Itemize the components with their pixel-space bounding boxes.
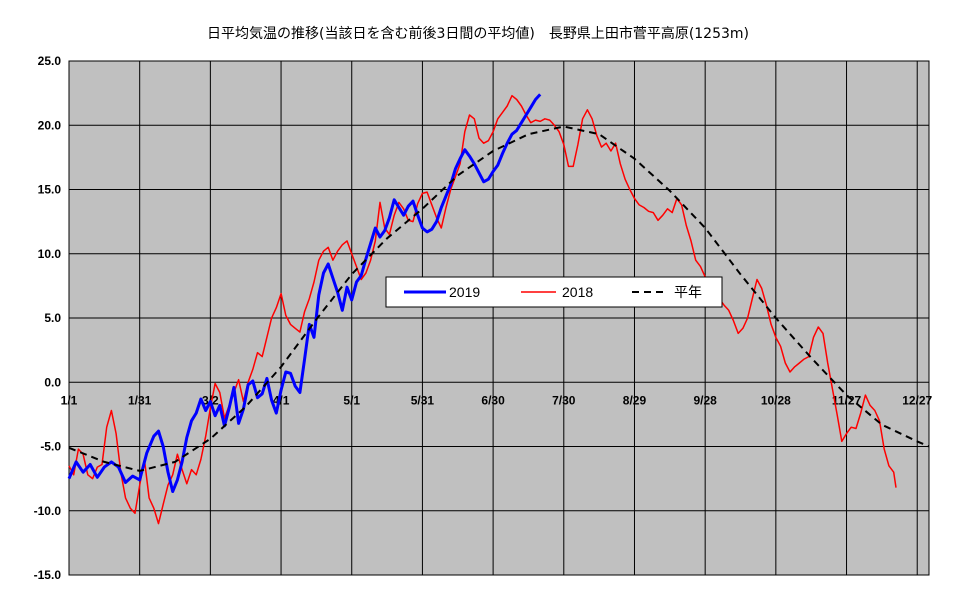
x-tick-label: 5/1 — [343, 393, 360, 407]
y-tick-label: -15.0 — [34, 568, 62, 582]
legend-label-2019: 2019 — [449, 284, 480, 300]
y-tick-label: 15.0 — [38, 183, 62, 197]
x-tick-label: 7/30 — [552, 393, 576, 407]
x-tick-label: 12/27 — [902, 393, 932, 407]
x-tick-label: 1/1 — [61, 393, 78, 407]
x-tick-label: 1/31 — [128, 393, 152, 407]
x-tick-label: 5/31 — [411, 393, 435, 407]
y-tick-label: -10.0 — [34, 504, 62, 518]
legend: 2019 2018 平年 — [385, 276, 723, 308]
chart-title: 日平均気温の推移(当該日を含む前後3日間の平均値) 長野県上田市菅平高原(125… — [207, 25, 749, 42]
legend-label-normal: 平年 — [674, 285, 702, 301]
series-line-1 — [68, 94, 897, 525]
y-tick-label: 0.0 — [44, 375, 61, 389]
x-tick-label: 8/29 — [623, 393, 647, 407]
y-tick-label: 20.0 — [38, 118, 62, 132]
y-tick-label: 10.0 — [38, 247, 62, 261]
series-line-2 — [68, 125, 930, 472]
series-lines — [67, 93, 930, 525]
x-tick-label: 9/28 — [693, 393, 717, 407]
legend-label-2018: 2018 — [562, 284, 593, 300]
y-axis-ticks: 25.0 20.0 15.0 10.0 5.0 0.0 -5.0 -10.0 -15.0 — [34, 54, 62, 582]
series-line-0 — [67, 93, 542, 493]
x-tick-label: 11/27 — [832, 393, 862, 407]
grid-lines — [68, 60, 929, 576]
x-axis-ticks: 1/1 1/31 3/2 4/1 5/1 5/31 6/30 7/30 8/29 9/28 10/2… — [61, 393, 933, 407]
x-tick-label: 10/28 — [761, 393, 791, 407]
y-tick-label: 25.0 — [38, 54, 62, 68]
y-tick-label: -5.0 — [40, 440, 61, 454]
y-tick-label: 5.0 — [44, 311, 61, 325]
x-tick-label: 6/30 — [481, 393, 505, 407]
